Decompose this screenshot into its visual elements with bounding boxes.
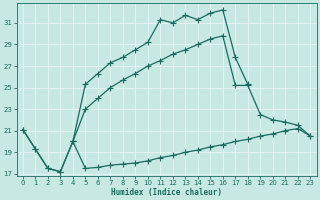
X-axis label: Humidex (Indice chaleur): Humidex (Indice chaleur)	[111, 188, 222, 197]
